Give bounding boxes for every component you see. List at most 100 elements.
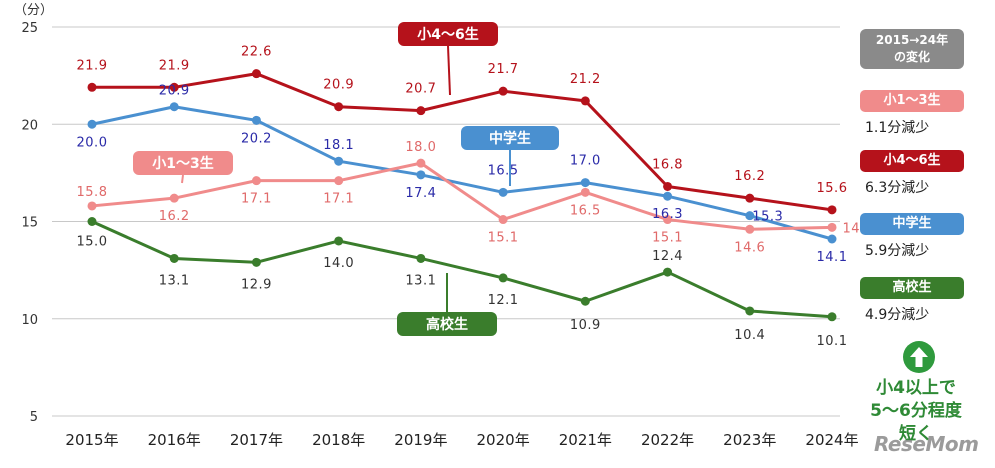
y-tick-label: 10 — [21, 313, 38, 328]
callout-box — [398, 22, 498, 46]
x-tick-label: 2017年 — [230, 431, 283, 449]
callout-label: 小4〜6生 — [417, 26, 478, 43]
data-point — [663, 267, 673, 277]
data-label: 16.2 — [734, 169, 765, 184]
data-label: 17.4 — [405, 186, 436, 201]
data-label: 14.6 — [734, 240, 765, 255]
summary-label-junior: 中学生 — [860, 213, 964, 235]
axis-layer: （分） 5 10 15 20 25 2015年 2016年 2017年 2018年 2019年 202… — [14, 3, 859, 449]
data-point — [745, 306, 755, 316]
data-label: 15.1 — [652, 231, 683, 246]
data-label: 10.4 — [734, 328, 765, 343]
data-point — [87, 201, 97, 211]
conclusion-text: 小4以上で 5〜6分程度 短く — [856, 377, 976, 446]
data-point — [416, 106, 426, 116]
data-point — [498, 273, 508, 283]
data-label: 20.9 — [159, 84, 190, 99]
data-label: 16.2 — [159, 209, 190, 224]
data-point — [251, 69, 261, 79]
data-point — [87, 119, 97, 129]
data-point — [580, 96, 590, 106]
data-label: 17.1 — [241, 192, 272, 207]
y-tick-label: 15 — [21, 216, 38, 231]
data-point — [580, 296, 590, 306]
data-point — [251, 115, 261, 125]
data-point — [663, 181, 673, 191]
x-tick-label: 2019年 — [394, 431, 447, 449]
data-label-layer: 21.9 21.9 22.6 20.9 20.7 21.7 21.2 16.8 16.2 15.6… — [77, 45, 873, 349]
summary-change-elem: 1.1分減少 — [865, 120, 930, 136]
data-point — [416, 158, 426, 168]
data-point — [745, 224, 755, 234]
x-tick-label: 2020年 — [477, 431, 530, 449]
conclusion-line1: 小4以上で — [876, 378, 956, 398]
data-label: 21.7 — [488, 62, 519, 77]
data-label: 20.7 — [405, 82, 436, 97]
data-label: 14.0 — [323, 256, 354, 271]
arrow-up-icon — [903, 341, 935, 373]
data-label: 18.0 — [405, 140, 436, 155]
data-label: 16.5 — [570, 203, 601, 218]
callout-box — [397, 312, 497, 336]
data-point — [169, 102, 179, 112]
data-label: 17.0 — [570, 154, 601, 169]
callout-connector — [447, 45, 451, 96]
series-line — [91, 220, 833, 319]
data-point — [251, 176, 261, 186]
data-point — [498, 187, 508, 197]
data-label: 12.4 — [652, 249, 683, 264]
data-point — [334, 236, 344, 246]
data-point — [827, 205, 837, 215]
data-point — [498, 215, 508, 225]
data-point — [745, 193, 755, 203]
data-label: 15.3 — [752, 210, 783, 225]
x-tick-label: 2021年 — [559, 431, 612, 449]
callout-label: 中学生 — [489, 130, 531, 147]
summary-title-line2: の変化 — [893, 50, 930, 64]
series-layer — [87, 69, 837, 322]
data-label: 21.9 — [159, 58, 190, 73]
summary-label-high: 高校生 — [860, 277, 964, 299]
conclusion-line3: 短く — [899, 424, 933, 444]
data-label: 10.1 — [817, 334, 848, 349]
data-label: 13.1 — [159, 273, 190, 288]
data-label: 20.0 — [77, 135, 108, 150]
y-tick-label: 5 — [30, 410, 38, 425]
data-point — [169, 82, 179, 92]
data-label: 12.9 — [241, 277, 272, 292]
y-axis-unit: （分） — [14, 3, 53, 18]
data-label: 15.0 — [77, 235, 108, 250]
summary-title-line1: 2015→24年 — [875, 33, 949, 47]
data-label: 16.8 — [652, 157, 683, 172]
y-tick-label: 25 — [21, 21, 38, 36]
data-label: 17.1 — [323, 192, 354, 207]
data-point — [827, 312, 837, 322]
data-point — [87, 82, 97, 92]
callout-box — [461, 126, 559, 150]
watermark-logo: ReseMom — [874, 432, 979, 456]
data-label: 16.5 — [488, 163, 519, 178]
data-point — [416, 170, 426, 180]
callout-label: 小1〜3生 — [152, 155, 213, 172]
summary-change-junior: 5.9分減少 — [865, 243, 930, 259]
data-label: 21.9 — [77, 58, 108, 73]
x-tick-label: 2018年 — [312, 431, 365, 449]
data-point — [498, 86, 508, 96]
data-point — [663, 215, 673, 225]
data-label: 15.6 — [817, 181, 848, 196]
data-point — [580, 178, 590, 188]
data-label: 14.1 — [817, 250, 848, 265]
series-line — [91, 161, 833, 231]
data-point — [169, 193, 179, 203]
data-label: 18.1 — [323, 138, 354, 153]
summary-change-high: 4.9分減少 — [865, 307, 930, 323]
x-tick-label: 2022年 — [641, 431, 694, 449]
data-label: 16.3 — [652, 207, 683, 222]
summary-change-mid: 6.3分減少 — [865, 180, 930, 196]
x-tick-label: 2016年 — [148, 431, 201, 449]
data-label: 20.2 — [241, 131, 272, 146]
data-point — [87, 217, 97, 226]
callout-connector — [181, 174, 184, 184]
